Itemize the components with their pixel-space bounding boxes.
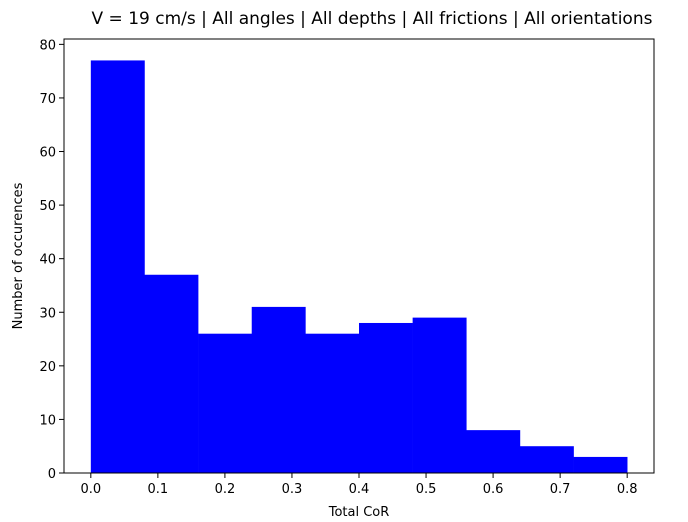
histogram-bar	[466, 430, 521, 473]
y-tick-label: 20	[39, 360, 56, 375]
histogram-bar	[90, 60, 145, 473]
x-tick-label: 0.7	[550, 482, 571, 497]
y-axis-label: Number of occurences	[11, 182, 26, 329]
x-tick-label: 0.3	[282, 482, 303, 497]
histogram-bar	[305, 333, 360, 473]
x-tick-label: 0.8	[617, 482, 638, 497]
y-tick-label: 30	[39, 306, 56, 321]
x-tick-label: 0.4	[349, 482, 370, 497]
x-axis-label: Total CoR	[328, 505, 390, 520]
histogram-bar	[412, 317, 467, 473]
bars-group	[90, 60, 628, 473]
x-tick-label: 0.2	[215, 482, 236, 497]
y-tick-label: 50	[39, 199, 56, 214]
histogram-bar	[198, 333, 253, 473]
histogram-bar	[144, 274, 199, 473]
x-tick-label: 0.5	[416, 482, 437, 497]
y-tick-label: 0	[48, 467, 56, 482]
histogram-bar	[519, 446, 574, 473]
y-tick-label: 80	[39, 38, 56, 53]
x-axis: 0.0 0.1 0.2 0.3 0.4 0.5 0.6 0.7 0.8	[80, 473, 638, 497]
histogram-bar	[573, 456, 628, 473]
chart-title: V = 19 cm/s | All angles | All depths | …	[92, 9, 653, 29]
x-tick-label: 0.0	[80, 482, 101, 497]
histogram-bar	[359, 322, 413, 473]
histogram-bar	[251, 306, 306, 473]
y-tick-label: 40	[39, 253, 56, 268]
y-axis: 0 10 20 30 40 50 60 70 80	[39, 38, 64, 482]
x-tick-label: 0.1	[148, 482, 169, 497]
y-tick-label: 10	[39, 413, 56, 428]
y-tick-label: 70	[39, 92, 56, 107]
y-tick-label: 60	[39, 146, 56, 161]
x-tick-label: 0.6	[483, 482, 504, 497]
